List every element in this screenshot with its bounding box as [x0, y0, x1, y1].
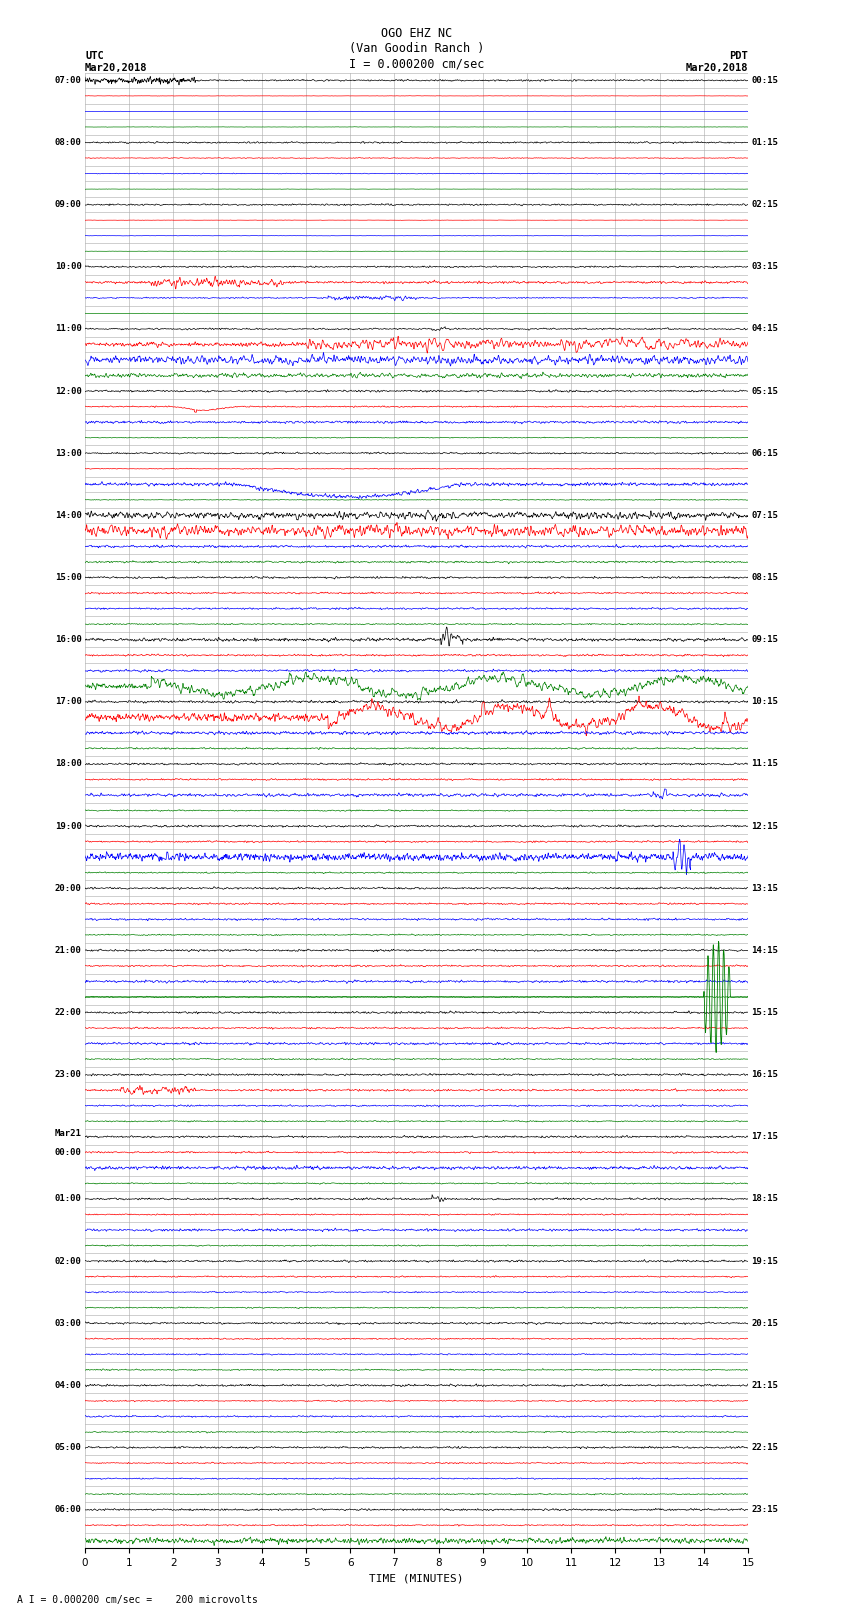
- Text: 01:15: 01:15: [751, 139, 779, 147]
- Text: 21:00: 21:00: [54, 945, 82, 955]
- Text: 15:15: 15:15: [751, 1008, 779, 1018]
- Text: 22:15: 22:15: [751, 1444, 779, 1452]
- Text: UTC: UTC: [85, 52, 104, 61]
- Text: 17:15: 17:15: [751, 1132, 779, 1142]
- Text: 16:15: 16:15: [751, 1069, 779, 1079]
- Text: 00:15: 00:15: [751, 76, 779, 85]
- Text: 19:15: 19:15: [751, 1257, 779, 1266]
- Text: 17:00: 17:00: [54, 697, 82, 706]
- Text: 06:15: 06:15: [751, 448, 779, 458]
- Text: 11:15: 11:15: [751, 760, 779, 768]
- Text: 14:00: 14:00: [54, 511, 82, 519]
- Text: 12:15: 12:15: [751, 821, 779, 831]
- Text: 08:00: 08:00: [54, 139, 82, 147]
- Text: 02:00: 02:00: [54, 1257, 82, 1266]
- Text: 18:15: 18:15: [751, 1194, 779, 1203]
- X-axis label: TIME (MINUTES): TIME (MINUTES): [369, 1574, 464, 1584]
- Text: 03:00: 03:00: [54, 1319, 82, 1327]
- Text: 09:15: 09:15: [751, 636, 779, 644]
- Text: PDT: PDT: [729, 52, 748, 61]
- Text: 09:00: 09:00: [54, 200, 82, 210]
- Text: 02:15: 02:15: [751, 200, 779, 210]
- Text: 07:00: 07:00: [54, 76, 82, 85]
- Text: 19:00: 19:00: [54, 821, 82, 831]
- Text: 21:15: 21:15: [751, 1381, 779, 1390]
- Title: OGO EHZ NC
(Van Goodin Ranch )
I = 0.000200 cm/sec: OGO EHZ NC (Van Goodin Ranch ) I = 0.000…: [348, 27, 484, 69]
- Text: 12:00: 12:00: [54, 387, 82, 395]
- Text: 07:15: 07:15: [751, 511, 779, 519]
- Text: 05:00: 05:00: [54, 1444, 82, 1452]
- Text: A I = 0.000200 cm/sec =    200 microvolts: A I = 0.000200 cm/sec = 200 microvolts: [17, 1595, 258, 1605]
- Text: 01:00: 01:00: [54, 1194, 82, 1203]
- Text: 14:15: 14:15: [751, 945, 779, 955]
- Text: 13:00: 13:00: [54, 448, 82, 458]
- Text: Mar20,2018: Mar20,2018: [85, 63, 148, 73]
- Text: 04:15: 04:15: [751, 324, 779, 334]
- Text: 23:15: 23:15: [751, 1505, 779, 1515]
- Text: 22:00: 22:00: [54, 1008, 82, 1018]
- Text: 20:00: 20:00: [54, 884, 82, 892]
- Text: 11:00: 11:00: [54, 324, 82, 334]
- Text: 15:00: 15:00: [54, 573, 82, 582]
- Text: 04:00: 04:00: [54, 1381, 82, 1390]
- Text: 10:00: 10:00: [54, 263, 82, 271]
- Text: 03:15: 03:15: [751, 263, 779, 271]
- Text: Mar20,2018: Mar20,2018: [685, 63, 748, 73]
- Text: 08:15: 08:15: [751, 573, 779, 582]
- Text: 23:00: 23:00: [54, 1069, 82, 1079]
- Text: 00:00: 00:00: [54, 1148, 82, 1157]
- Text: Mar21: Mar21: [54, 1129, 82, 1139]
- Text: 18:00: 18:00: [54, 760, 82, 768]
- Text: 10:15: 10:15: [751, 697, 779, 706]
- Text: 20:15: 20:15: [751, 1319, 779, 1327]
- Text: 13:15: 13:15: [751, 884, 779, 892]
- Text: 16:00: 16:00: [54, 636, 82, 644]
- Text: 06:00: 06:00: [54, 1505, 82, 1515]
- Text: 05:15: 05:15: [751, 387, 779, 395]
